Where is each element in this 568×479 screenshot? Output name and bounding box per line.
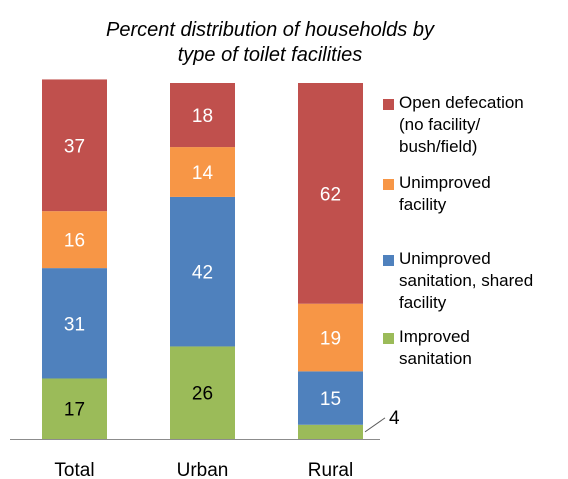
- legend-label-unimproved-shared: Unimproved sanitation, shared facility: [399, 248, 564, 314]
- legend-label-line: Unimproved: [399, 249, 491, 268]
- bar-segment-total-open-defecation-no-facility-bush-field: [42, 79, 107, 212]
- chart-title-line-1: Percent distribution of households by: [106, 19, 434, 41]
- data-label-urban-unimproved-sanitation-shared-facility: 42: [192, 263, 213, 284]
- bar-segment-rural-unimproved-facility: [298, 303, 363, 372]
- legend-label-line: sanitation, shared: [399, 271, 534, 290]
- legend-label-unimproved-facility: Unimproved facility: [399, 172, 564, 216]
- legend-swatch-improved-sanitation: [383, 333, 394, 344]
- bar-segment-total-unimproved-facility: [42, 211, 107, 269]
- legend-label-line: facility: [399, 195, 447, 214]
- category-label-total: Total: [54, 460, 94, 479]
- legend-swatch-unimproved-shared: [383, 255, 394, 266]
- legend-label-line: sanitation: [399, 349, 472, 368]
- chart-title: Percent distribution of households by ty…: [70, 18, 470, 68]
- legend-label-line: (no facility/: [399, 115, 481, 134]
- data-label-total-unimproved-facility: 16: [64, 231, 85, 252]
- legend-label-line: facility: [399, 293, 447, 312]
- data-label-rural-unimproved-sanitation-shared-facility: 15: [320, 389, 341, 410]
- bar-segment-rural-open-defecation-no-facility-bush-field: [298, 83, 363, 304]
- legend-label-line: Improved: [399, 327, 470, 346]
- data-label-rural-open-defecation-no-facility-bush-field: 62: [320, 184, 341, 205]
- data-label-urban-unimproved-facility: 14: [192, 163, 214, 184]
- bar-segment-urban-unimproved-sanitation-shared-facility: [170, 196, 235, 347]
- data-label-total-open-defecation-no-facility-bush-field: 37: [64, 136, 85, 157]
- bar-segment-urban-open-defecation-no-facility-bush-field: [170, 83, 235, 148]
- data-label-rural-unimproved-facility: 19: [320, 329, 341, 350]
- bar-segment-urban-improved-sanitation: [170, 346, 235, 439]
- bar-segment-urban-unimproved-facility: [170, 147, 235, 197]
- bar-segment-total-unimproved-sanitation-shared-facility: [42, 268, 107, 379]
- legend-swatch-open-defecation: [383, 99, 394, 110]
- legend-label-line: bush/field): [399, 137, 478, 156]
- legend-label-line: Open defecation: [399, 93, 524, 112]
- bar-segment-rural-unimproved-sanitation-shared-facility: [298, 371, 363, 425]
- legend-label-improved-sanitation: Improved sanitation: [399, 326, 564, 370]
- category-label-urban: Urban: [177, 460, 229, 479]
- data-label-rural-improved-sanitation: 4: [389, 408, 400, 429]
- legend-label-line: Unimproved: [399, 173, 491, 192]
- legend-label-open-defecation: Open defecation (no facility/ bush/field…: [399, 92, 564, 158]
- bar-segment-rural-improved-sanitation: [298, 424, 363, 439]
- bar-segment-total-improved-sanitation: [42, 378, 107, 439]
- data-label-total-improved-sanitation: 17: [64, 400, 85, 421]
- data-label-urban-improved-sanitation: 26: [192, 384, 213, 405]
- data-label-urban-open-defecation-no-facility-bush-field: 18: [192, 106, 213, 127]
- data-label-leader-line: [364, 417, 386, 433]
- legend-swatch-unimproved-facility: [383, 179, 394, 190]
- category-label-rural: Rural: [308, 460, 353, 479]
- data-label-total-unimproved-sanitation-shared-facility: 31: [64, 314, 85, 335]
- chart-title-line-2: type of toilet facilities: [177, 44, 363, 66]
